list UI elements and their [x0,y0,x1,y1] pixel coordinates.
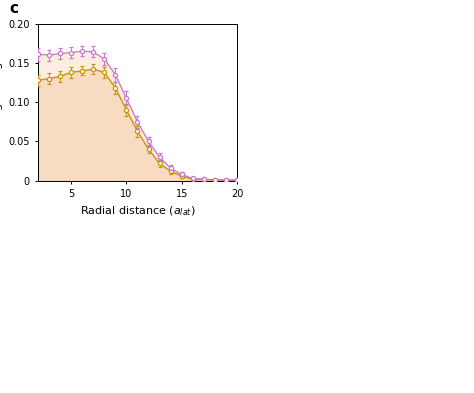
Text: c: c [9,1,18,16]
Y-axis label: Average filling: Average filling [0,62,2,142]
X-axis label: Radial distance ($a_{lat}$): Radial distance ($a_{lat}$) [80,205,195,218]
